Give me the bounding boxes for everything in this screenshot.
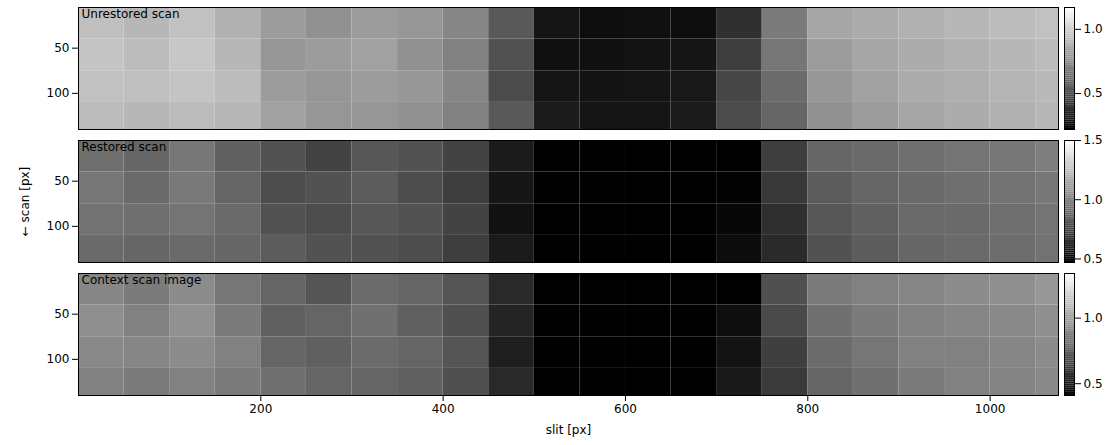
svg-text:1.5: 1.5	[1084, 133, 1103, 147]
svg-text:200: 200	[249, 402, 272, 416]
svg-text:600: 600	[614, 402, 637, 416]
svg-text:← scan [px]: ← scan [px]	[18, 167, 32, 237]
svg-text:50: 50	[54, 307, 69, 321]
svg-text:50: 50	[54, 174, 69, 188]
svg-text:1.0: 1.0	[1084, 311, 1103, 325]
svg-text:0.5: 0.5	[1084, 86, 1103, 100]
svg-text:Unrestored scan: Unrestored scan	[82, 7, 180, 21]
svg-text:0.5: 0.5	[1084, 377, 1103, 391]
svg-text:100: 100	[47, 86, 70, 100]
svg-text:100: 100	[47, 219, 70, 233]
svg-text:400: 400	[432, 402, 455, 416]
svg-text:100: 100	[47, 352, 70, 366]
svg-text:800: 800	[796, 402, 819, 416]
svg-text:1.0: 1.0	[1084, 22, 1103, 36]
svg-text:slit [px]: slit [px]	[546, 423, 592, 437]
svg-text:0.5: 0.5	[1084, 252, 1103, 266]
svg-text:Restored scan: Restored scan	[82, 140, 167, 154]
svg-text:Context scan image: Context scan image	[82, 273, 202, 287]
svg-text:1000: 1000	[975, 402, 1006, 416]
svg-text:50: 50	[54, 41, 69, 55]
svg-text:1.0: 1.0	[1084, 193, 1103, 207]
